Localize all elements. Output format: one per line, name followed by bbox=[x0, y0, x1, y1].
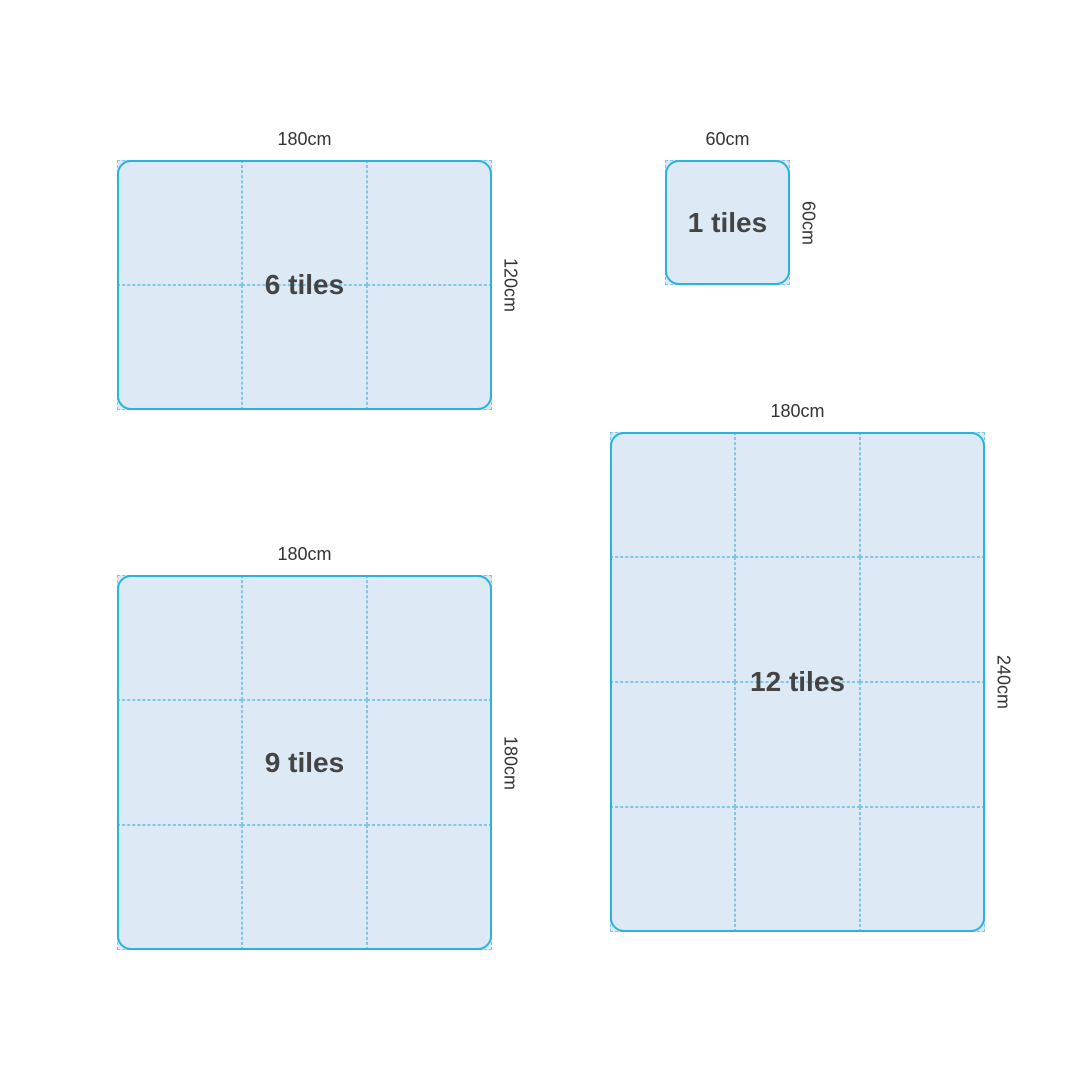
height-label: 180cm bbox=[500, 735, 521, 789]
tile-cell bbox=[860, 807, 985, 932]
tile-cell bbox=[367, 700, 492, 825]
tile-cell bbox=[117, 575, 242, 700]
height-label: 240cm bbox=[993, 655, 1014, 709]
tile-cell bbox=[242, 160, 367, 285]
tile-cell bbox=[367, 575, 492, 700]
tile-cell bbox=[610, 807, 735, 932]
mat-twelve: 180cm240cm12 tiles bbox=[610, 432, 985, 932]
tile-cell bbox=[117, 160, 242, 285]
tile-cell bbox=[860, 432, 985, 557]
mat-nine: 180cm180cm9 tiles bbox=[117, 575, 492, 950]
tile-cell bbox=[610, 557, 735, 682]
tile-grid: 6 tiles bbox=[117, 160, 492, 410]
width-label: 180cm bbox=[770, 401, 824, 422]
tile-cell bbox=[860, 682, 985, 807]
tile-cell bbox=[735, 807, 860, 932]
tile-cell bbox=[735, 682, 860, 807]
tile-cell bbox=[117, 285, 242, 410]
tile-cell bbox=[367, 825, 492, 950]
tile-cell bbox=[242, 825, 367, 950]
height-label: 60cm bbox=[798, 200, 819, 244]
width-label: 60cm bbox=[705, 129, 749, 150]
tile-cell bbox=[242, 575, 367, 700]
tile-count-label: 12 tiles bbox=[750, 666, 845, 698]
width-label: 180cm bbox=[277, 544, 331, 565]
tile-grid: 9 tiles bbox=[117, 575, 492, 950]
tile-cell bbox=[735, 432, 860, 557]
tile-cell bbox=[735, 557, 860, 682]
height-label: 120cm bbox=[500, 258, 521, 312]
tile-cell bbox=[610, 432, 735, 557]
mat-six: 180cm120cm6 tiles bbox=[117, 160, 492, 410]
tile-cell bbox=[367, 160, 492, 285]
mat-one: 60cm60cm1 tiles bbox=[665, 160, 790, 285]
tile-cell bbox=[242, 285, 367, 410]
tile-cell bbox=[367, 285, 492, 410]
tile-grid: 1 tiles bbox=[665, 160, 790, 285]
tile-cell bbox=[117, 825, 242, 950]
tile-count-label: 6 tiles bbox=[265, 269, 344, 301]
width-label: 180cm bbox=[277, 129, 331, 150]
tile-grid: 12 tiles bbox=[610, 432, 985, 932]
tile-cell bbox=[610, 682, 735, 807]
tile-count-label: 1 tiles bbox=[688, 207, 767, 239]
tile-cell bbox=[117, 700, 242, 825]
tile-cell bbox=[860, 557, 985, 682]
tile-count-label: 9 tiles bbox=[265, 747, 344, 779]
